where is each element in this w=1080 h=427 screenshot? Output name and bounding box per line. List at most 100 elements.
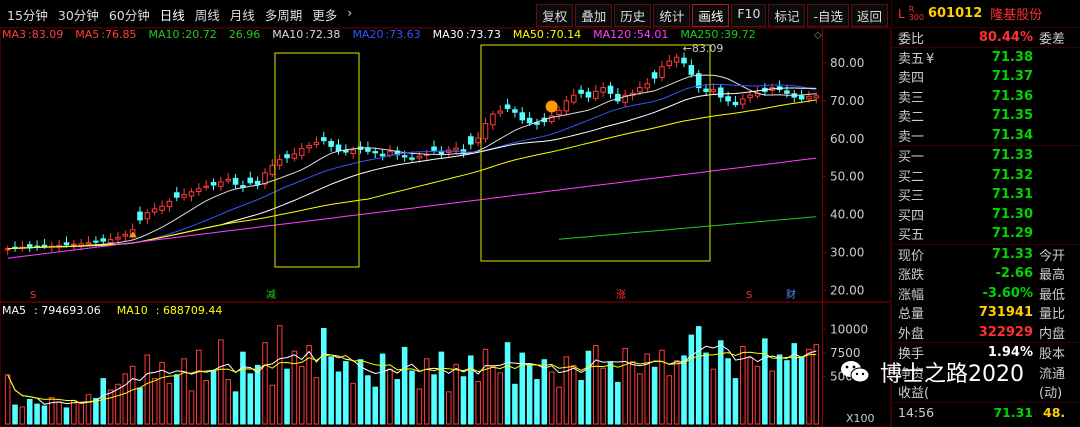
price-tick-label: 60.00 (830, 132, 864, 146)
ask-row[interactable]: 卖一 71.34 (892, 126, 1080, 146)
ma-value: 20.72 (185, 28, 217, 41)
volume-bar (541, 359, 548, 425)
candle-body (166, 200, 173, 208)
tool-button-8[interactable]: 返回 (850, 4, 888, 27)
bid-row[interactable]: 买一 71.33 (892, 146, 1080, 166)
ask-price: 71.34 (991, 127, 1033, 143)
candle-body (806, 95, 812, 100)
market-r: R (908, 4, 915, 14)
quote-panel: L R 300 601012 隆基股份 委比 80.44% 委差 卖五 ¥ 71.3… (891, 0, 1080, 427)
volume-bar (298, 365, 305, 425)
ma-legend-item: MA120:54.01 (593, 28, 669, 41)
kline-chart[interactable]: 80.00 70.00 60.00 50.00 40.00 30.00 20.00 10000… (0, 28, 891, 427)
tick-time: 14:56 (898, 424, 958, 427)
volume-bar (651, 366, 658, 425)
ma50-line (7, 99, 817, 250)
volume-bar (629, 361, 636, 425)
period-tab-4[interactable]: 周线 (194, 8, 220, 23)
period-tab-7[interactable]: 更多 (312, 8, 338, 23)
stat-label2: 股本 (1039, 347, 1066, 363)
volume-bar (137, 387, 143, 425)
candle-body (4, 248, 11, 251)
ma-value: 70.14 (549, 28, 582, 41)
volume-bar (166, 382, 173, 425)
stat-label: 涨幅 (898, 287, 925, 303)
period-tabs: 15分钟 30分钟 60分钟 日线 周线 月线 多周期 更多 › (2, 5, 357, 24)
ask-row[interactable]: 卖二 71.35 (892, 106, 1080, 126)
volume-bar (519, 352, 526, 425)
candle-body (269, 164, 276, 175)
stock-header[interactable]: L R 300 601012 隆基股份 (892, 0, 1080, 28)
stat-value: 1.94% (987, 345, 1033, 361)
tool-button-6[interactable]: 标记 (768, 4, 806, 27)
tool-button-4[interactable]: 画线 (692, 4, 730, 27)
candle-body (247, 177, 254, 184)
candle-body (490, 113, 496, 126)
candle-body (651, 72, 658, 79)
ma-legend-item: MA10:20.72 (148, 28, 217, 41)
weicha-label: 委差 (1039, 31, 1066, 47)
volume-bar (416, 388, 423, 425)
ask-row[interactable]: 卖三 71.36 (892, 87, 1080, 107)
candle-body (379, 153, 386, 157)
bid-label: 买五 (898, 228, 925, 244)
volume-bar (394, 379, 401, 425)
period-tab-0[interactable]: 15分钟 (7, 8, 48, 23)
bid-row[interactable]: 买三 71.31 (892, 185, 1080, 205)
price-tick-label: 50.00 (830, 170, 864, 184)
vol-ma-value: 794693.06 (41, 304, 101, 317)
tool-button-5[interactable]: F10 (731, 4, 767, 27)
bid-row[interactable]: 买四 71.30 (892, 205, 1080, 225)
candle-body (41, 244, 48, 247)
period-tab-6[interactable]: 多周期 (264, 8, 303, 23)
candle-body (497, 110, 503, 114)
ma-legend-item: MA5:76.85 (75, 28, 137, 41)
candle-body (813, 95, 820, 99)
ask-row[interactable]: 卖四 71.37 (892, 67, 1080, 87)
volume-bar (210, 370, 217, 425)
ask-extra: ¥ (926, 51, 935, 67)
volume-bar (703, 352, 709, 425)
volume-bar (56, 401, 62, 425)
tool-button-2[interactable]: 历史 (614, 4, 652, 27)
period-tab-5[interactable]: 月线 (229, 8, 255, 23)
candle-body (188, 191, 195, 197)
volume-bar (526, 363, 533, 425)
volume-bar (85, 394, 92, 425)
bid-row[interactable]: 买二 71.32 (892, 166, 1080, 186)
ma-legend-item: MA50:70.14 (512, 28, 582, 41)
candle-body (173, 192, 180, 198)
stat-label2: 内盘 (1039, 326, 1066, 342)
ask-row[interactable]: 卖五 ¥ 71.38 (892, 48, 1080, 68)
bid-row[interactable]: 买五 71.29 (892, 224, 1080, 244)
candle-body (298, 148, 305, 156)
tool-button-3[interactable]: 统计 (653, 4, 691, 27)
candle-body (740, 98, 746, 105)
tool-button-1[interactable]: 叠加 (575, 4, 613, 27)
ma-label: MA5 (75, 28, 100, 41)
candle-body (717, 87, 724, 98)
tick-price: 71.31 (993, 404, 1033, 420)
stat-row: 外盘 322929 内盘 (892, 323, 1080, 343)
price-tick-label: 40.00 (830, 208, 864, 222)
candle-body (593, 90, 599, 99)
bid-price: 71.30 (991, 206, 1033, 222)
max-price-label: ←83.09 (683, 42, 724, 55)
candle-body (181, 194, 187, 198)
period-tab-2[interactable]: 60分钟 (108, 8, 150, 23)
volume-bar (806, 348, 812, 425)
watermark-text: 博士之路2020 (880, 362, 1024, 387)
tool-button-0[interactable]: 复权 (536, 4, 574, 27)
candle-body (585, 91, 592, 98)
volume-bar (225, 379, 231, 425)
candle-body (482, 123, 489, 140)
ma-label: MA10 (272, 28, 304, 41)
candle-body (431, 146, 437, 152)
chevron-right-icon[interactable]: › (347, 5, 353, 20)
tool-button-7[interactable]: -自选 (807, 4, 849, 27)
candle-body (350, 149, 356, 155)
candle-body (262, 172, 268, 185)
period-tab-3[interactable]: 日线 (159, 8, 185, 23)
volume-bar (19, 406, 26, 425)
period-tab-1[interactable]: 30分钟 (57, 8, 99, 23)
